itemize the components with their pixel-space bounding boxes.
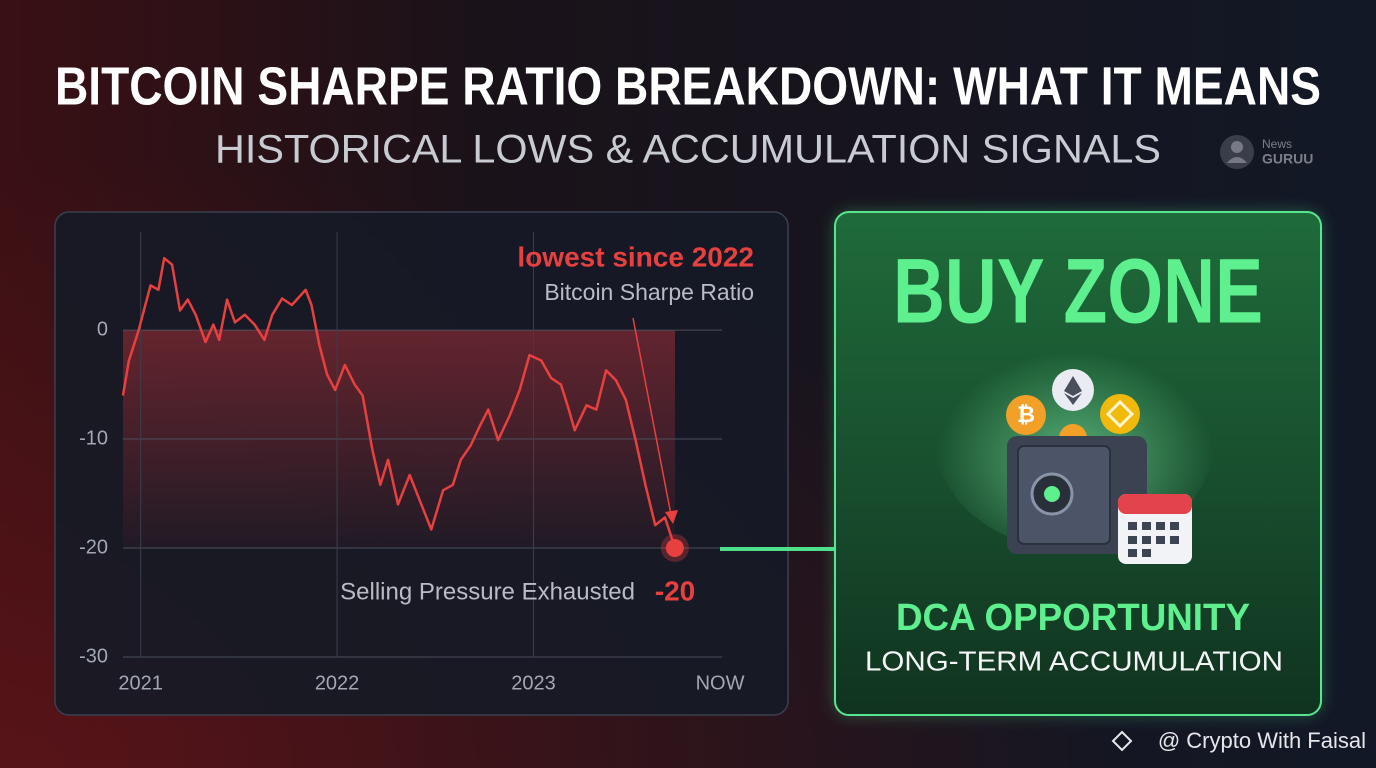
panel-title: BUY ZONE bbox=[893, 240, 1263, 342]
credit-icon bbox=[1111, 730, 1133, 752]
bnb-symbol bbox=[1105, 399, 1135, 429]
y-tick-label: -30 bbox=[79, 645, 108, 667]
badge-bottom: GURUU bbox=[1262, 151, 1313, 167]
badge-top: News bbox=[1262, 137, 1292, 151]
plot-layer: -20 bbox=[121, 256, 695, 606]
btc-symbol: ₿ bbox=[1017, 402, 1035, 427]
btc-coin bbox=[1006, 395, 1046, 435]
annotation-note: Selling Pressure Exhausted bbox=[340, 578, 635, 605]
series-label: Bitcoin Sharpe Ratio bbox=[544, 279, 754, 305]
last-value-label: -20 bbox=[655, 575, 695, 606]
panel-subline: LONG-TERM ACCUMULATION bbox=[865, 645, 1283, 676]
annotation-title: lowest since 2022 bbox=[517, 241, 754, 272]
x-tick-label: 2022 bbox=[315, 672, 360, 694]
subtitle: HISTORICAL LOWS & ACCUMULATION SIGNALS bbox=[215, 128, 1161, 172]
calendar-top bbox=[1118, 494, 1192, 514]
badge-icon-body bbox=[1227, 157, 1247, 163]
x-tick-label: NOW bbox=[696, 672, 745, 694]
eth-symbol bbox=[1064, 376, 1082, 405]
y-tick-label: 0 bbox=[97, 318, 108, 340]
badge-icon-head bbox=[1231, 141, 1243, 153]
badge: News GURUU bbox=[1220, 135, 1313, 169]
grid-layer: 0 -10 -20 -30 2021 2022 2023 NOW bbox=[79, 232, 745, 694]
safe-dial-light bbox=[1044, 486, 1060, 502]
last-point bbox=[665, 539, 684, 558]
x-tick-label: 2021 bbox=[118, 672, 163, 694]
credit: @ Crypto With Faisal bbox=[1158, 728, 1366, 753]
x-tick-label: 2023 bbox=[511, 672, 556, 694]
title: BITCOIN SHARPE RATIO BREAKDOWN: WHAT IT … bbox=[55, 56, 1321, 116]
annotation-arrowhead bbox=[665, 510, 678, 524]
y-tick-label: -10 bbox=[79, 427, 108, 449]
annotation-arrow bbox=[632, 317, 673, 521]
calendar-days bbox=[1128, 522, 1179, 557]
bnb-coin bbox=[1100, 394, 1140, 434]
vault-illustration: ₿ bbox=[935, 330, 1215, 564]
series-line bbox=[121, 256, 677, 549]
panel-headline: DCA OPPORTUNITY bbox=[896, 597, 1250, 639]
y-tick-label: -20 bbox=[79, 536, 108, 558]
